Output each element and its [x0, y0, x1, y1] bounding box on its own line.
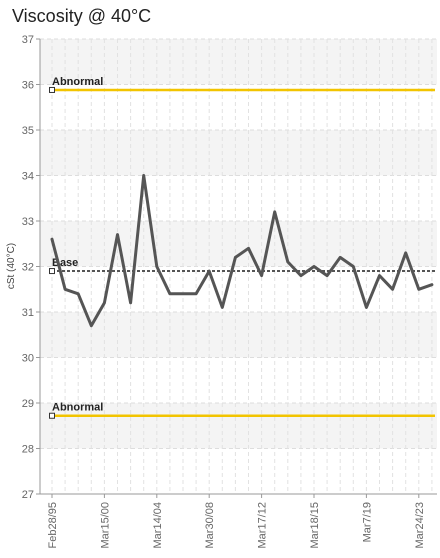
x-tick-label: Mar18/15	[309, 502, 321, 548]
data-point	[155, 265, 158, 268]
reference-label: Abnormal	[52, 402, 103, 414]
x-tick-label: Mar24/23	[414, 502, 426, 548]
reference-marker	[49, 412, 55, 419]
reference-marker	[49, 268, 55, 275]
y-tick-label: 30	[22, 353, 34, 365]
background-band	[40, 312, 437, 358]
data-point	[404, 251, 407, 255]
data-point	[378, 274, 381, 277]
reference-marker	[49, 86, 55, 93]
data-point	[247, 247, 250, 250]
data-point	[116, 233, 119, 236]
data-point	[325, 274, 329, 277]
x-tick-label: Mar17/12	[257, 502, 269, 548]
reference-label: Abnormal	[52, 76, 103, 88]
y-tick-label: 32	[22, 262, 34, 274]
x-tick-label: Mar30/08	[204, 502, 216, 548]
y-tick-label: 36	[22, 80, 34, 92]
data-point	[194, 292, 198, 295]
data-point	[273, 210, 276, 214]
data-point	[299, 274, 303, 277]
data-point	[260, 274, 263, 277]
y-tick-label: 31	[22, 307, 34, 319]
data-point	[221, 306, 224, 309]
series-line	[50, 174, 434, 328]
y-tick-label: 27	[22, 489, 34, 501]
y-tick-label: 37	[22, 34, 34, 46]
data-point	[391, 288, 394, 291]
x-tick-label: Feb28/95	[47, 502, 59, 548]
data-point	[142, 174, 145, 177]
data-point	[77, 292, 80, 295]
chart-title: Viscosity @ 40°C	[12, 6, 152, 26]
data-point	[90, 324, 93, 327]
data-point	[63, 288, 67, 291]
y-tick-label: 33	[22, 216, 34, 228]
y-tick-label: 28	[22, 444, 34, 456]
background-band	[40, 221, 437, 267]
data-point	[430, 283, 434, 286]
x-tick-label: Mar15/00	[99, 502, 111, 548]
data-point	[129, 301, 132, 305]
data-point	[365, 306, 368, 309]
background-band	[40, 130, 437, 176]
x-tick-label: Mar7/19	[361, 502, 373, 542]
data-point	[312, 265, 316, 268]
y-tick-label: 29	[22, 398, 34, 410]
data-point	[208, 269, 211, 273]
data-point	[50, 238, 54, 241]
data-point	[168, 292, 172, 295]
data-point	[103, 301, 106, 305]
x-tick-label: Mar14/04	[152, 502, 164, 548]
data-point	[181, 292, 185, 295]
data-point	[339, 256, 342, 259]
background-band	[40, 39, 437, 85]
data-point	[234, 256, 237, 259]
y-axis-title: cSt (40°C)	[6, 243, 17, 289]
data-point	[352, 265, 355, 268]
y-tick-label: 34	[22, 171, 34, 183]
y-tick-label: 35	[22, 125, 34, 137]
data-point	[286, 260, 289, 264]
background-band	[40, 403, 437, 449]
data-point	[417, 288, 420, 291]
